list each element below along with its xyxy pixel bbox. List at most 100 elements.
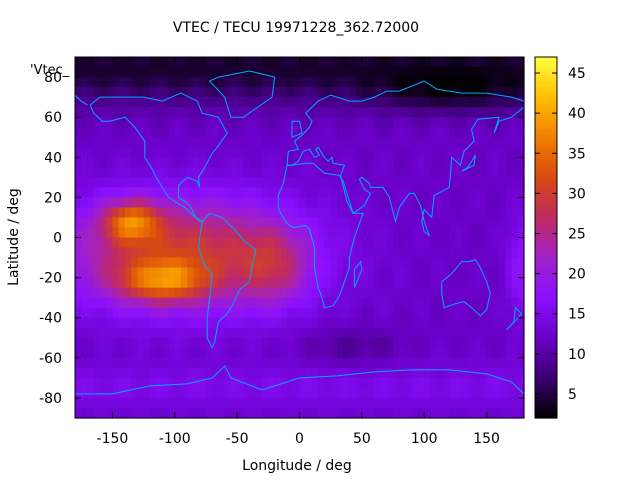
heatmap-cell [156,97,163,108]
heatmap-cell [330,117,338,128]
heatmap-cell [181,97,188,108]
heatmap-cell [287,157,294,168]
colorbar-segment [535,201,557,206]
heatmap-cell [230,407,238,419]
heatmap-cell [311,307,319,319]
heatmap-cell [417,187,425,198]
heatmap-cell [237,157,244,168]
heatmap-cell [162,97,170,108]
heatmap-cell [87,57,95,68]
heatmap-cell [87,367,95,379]
heatmap-cell [205,157,213,168]
heatmap-cell [274,77,282,88]
vtec-heatmap [75,57,525,419]
heatmap-cell [380,67,388,78]
heatmap-cell [467,247,475,259]
heatmap-cell [455,367,463,379]
heatmap-cell [81,327,89,339]
heatmap-cell [486,337,494,349]
heatmap-cell [492,367,500,379]
colorbar-segment [535,228,557,233]
heatmap-cell [393,67,400,78]
heatmap-cell [143,137,151,148]
heatmap-cell [143,267,151,279]
heatmap-cell [492,217,500,229]
coastline [74,94,88,106]
heatmap-cell [436,407,444,419]
heatmap-cell [442,267,450,279]
heatmap-cell [255,127,263,138]
heatmap-cell [255,87,263,98]
heatmap-cell [181,287,188,299]
heatmap-cell [293,97,301,108]
heatmap-cell [442,67,450,78]
heatmap-cell [355,337,363,349]
heatmap-cell [305,77,313,88]
heatmap-cell [417,387,425,399]
heatmap-cell [424,277,432,289]
heatmap-cell [181,157,188,168]
heatmap-cell [411,277,419,289]
heatmap-cell [99,177,107,188]
heatmap-cell [436,317,444,329]
heatmap-cell [137,197,145,209]
heatmap-cell [430,77,438,88]
heatmap-cell [436,97,444,108]
heatmap-cell [330,127,338,138]
heatmap-cell [467,357,475,369]
heatmap-cell [455,247,463,259]
heatmap-cell [380,267,388,279]
heatmap-cell [386,237,394,249]
heatmap-cell [156,187,163,198]
heatmap-cell [480,297,488,309]
heatmap-cell [461,267,469,279]
heatmap-cell [336,77,344,88]
heatmap-cell [255,117,263,128]
heatmap-cell [218,327,226,339]
heatmap-cell [106,287,114,299]
heatmap-cell [455,117,463,128]
heatmap-cell [311,207,319,219]
heatmap-cell [449,327,457,339]
heatmap-cell [268,217,276,229]
heatmap-cell [355,187,363,198]
heatmap-cell [486,77,494,88]
heatmap-cell [280,277,288,289]
heatmap-cell [455,197,463,209]
heatmap-cell [311,187,319,198]
heatmap-cell [405,237,413,249]
heatmap-cell [492,197,500,209]
heatmap-cell [486,397,494,409]
heatmap-cell [505,77,513,88]
heatmap-cell [205,387,213,399]
chart-title: VTEC / TECU 19971228_362.72000 [173,20,419,36]
heatmap-cell [330,287,338,299]
heatmap-cell [75,267,82,279]
heatmap-cell [343,307,350,319]
heatmap-cell [474,267,481,279]
heatmap-cell [187,317,195,329]
heatmap-cell [517,107,525,118]
heatmap-cell [118,327,126,339]
heatmap-cell [486,57,494,68]
heatmap-cell [424,357,432,369]
heatmap-cell [224,397,232,409]
heatmap-cell [230,177,238,188]
heatmap-cell [274,237,282,249]
heatmap-cell [299,167,307,178]
heatmap-cell [461,127,469,138]
heatmap-cell [199,277,207,289]
heatmap-cell [374,227,382,239]
heatmap-cell [343,237,350,249]
heatmap-cell [455,407,463,419]
heatmap-cell [492,397,500,409]
heatmap-cell [87,87,95,98]
heatmap-cell [249,407,257,419]
heatmap-cell [137,307,145,319]
heatmap-cell [517,177,525,188]
heatmap-cell [131,367,138,379]
heatmap-cell [324,237,332,249]
heatmap-cell [436,67,444,78]
heatmap-cell [455,227,463,239]
heatmap-cell [442,217,450,229]
